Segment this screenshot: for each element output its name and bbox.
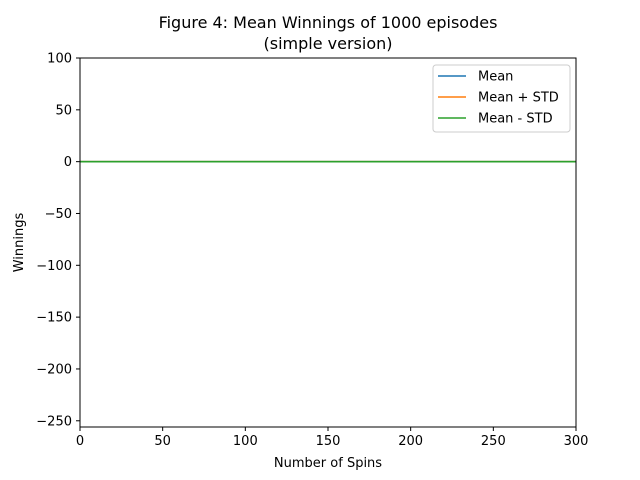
y-tick-label: −200 [36,362,72,377]
y-tick-label: 100 [47,52,72,67]
x-axis-ticks: 0 50 100 150 200 250 300 [76,427,589,449]
x-axis-label: Number of Spins [274,456,382,471]
y-axis-label: Winnings [12,213,27,273]
x-tick-label: 250 [481,434,506,449]
legend-label-1: Mean [478,70,513,85]
y-tick-label: −150 [36,311,72,326]
x-tick-label: 150 [316,434,341,449]
y-tick-label: −250 [36,414,72,429]
legend-box [432,64,571,133]
y-tick-label: 50 [55,103,72,118]
plot-area-frame [79,57,577,428]
y-axis-ticks: 100 50 0 −50 −100 −150 −200 −250 [36,52,80,429]
x-tick-label: 300 [564,434,589,449]
x-tick-label: 0 [76,434,84,449]
legend-label-2: Mean + STD [478,91,559,106]
y-tick-label: −100 [36,259,72,274]
y-tick-label: 0 [64,155,72,170]
chart-title-line-2: (simple version) [264,34,393,53]
x-tick-label: 50 [154,434,171,449]
y-tick-label: −50 [45,207,72,222]
legend-items: Mean Mean + STD Mean - STD [438,70,559,127]
legend: Mean Mean + STD Mean - STD [432,64,571,133]
x-tick-label: 200 [398,434,423,449]
chart-title-line-1: Figure 4: Mean Winnings of 1000 episodes [159,13,498,32]
legend-label-3: Mean - STD [478,112,553,127]
x-tick-label: 100 [233,434,258,449]
